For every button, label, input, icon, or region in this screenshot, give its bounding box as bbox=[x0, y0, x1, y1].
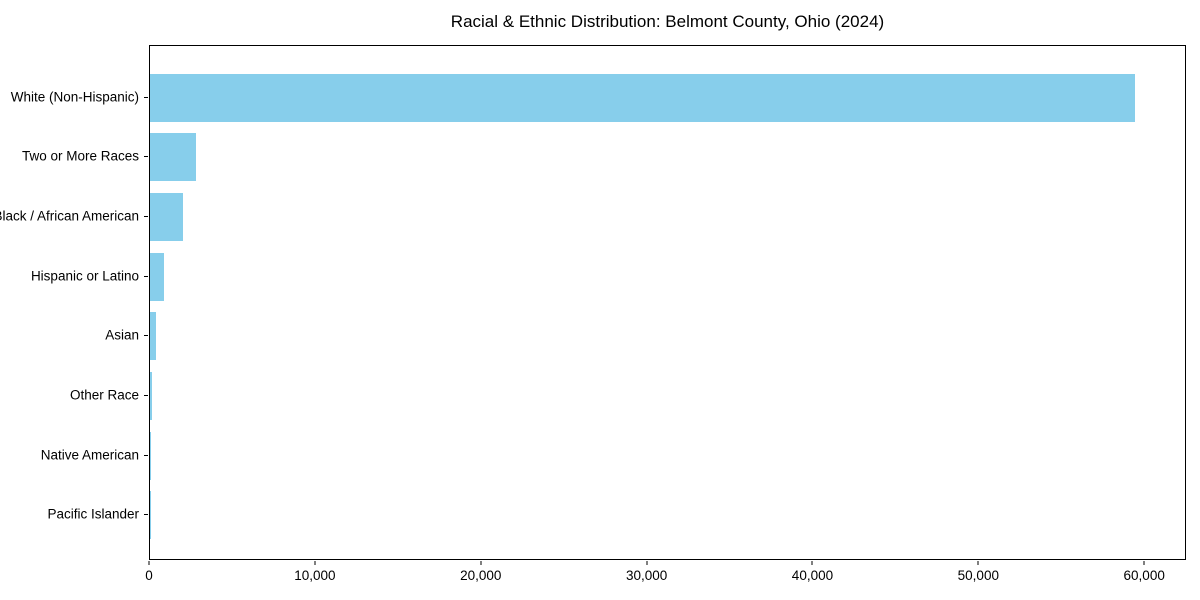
y-tick-mark bbox=[144, 514, 148, 516]
y-tick-label: Other Race bbox=[69, 387, 139, 403]
y-tick-mark bbox=[144, 395, 148, 396]
bar-two-or-more-races bbox=[150, 133, 197, 182]
x-tick-mark bbox=[646, 561, 648, 565]
bar-black-african-american bbox=[150, 192, 183, 241]
y-tick-label: Asian bbox=[105, 327, 139, 343]
y-tick-label: Hispanic or Latino bbox=[30, 268, 139, 284]
x-tick-mark bbox=[480, 561, 482, 565]
x-tick-mark bbox=[977, 561, 979, 565]
y-tick-mark bbox=[144, 335, 148, 337]
plot-area bbox=[149, 45, 1186, 560]
y-tick-mark bbox=[144, 96, 148, 98]
y-tick-mark bbox=[144, 275, 148, 277]
y-tick-mark bbox=[144, 156, 148, 158]
x-tick-mark bbox=[148, 561, 150, 565]
y-axis: White (Non-Hispanic) Two or More Races Bla… bbox=[0, 45, 149, 560]
y-tick-label: Native American bbox=[40, 447, 139, 463]
bar-native-american bbox=[150, 431, 151, 480]
bar-white-non-hispanic bbox=[150, 73, 1136, 122]
x-tick-label: 50,000 bbox=[957, 568, 999, 583]
y-tick-label: Black / African American bbox=[0, 208, 139, 224]
x-tick-mark bbox=[811, 561, 813, 565]
x-tick-label: 20,000 bbox=[460, 568, 502, 583]
y-tick-mark bbox=[144, 454, 148, 456]
x-tick-label: 60,000 bbox=[1123, 568, 1165, 583]
x-tick-label: 0 bbox=[145, 568, 153, 583]
bar-asian bbox=[150, 312, 157, 361]
y-tick-label: Two or More Races bbox=[21, 148, 139, 164]
x-tick-mark bbox=[1143, 561, 1145, 565]
y-tick-mark bbox=[144, 215, 148, 217]
bar-hispanic-or-latino bbox=[150, 252, 165, 301]
y-tick-label: Pacific Islander bbox=[47, 506, 139, 522]
x-tick-mark bbox=[314, 561, 316, 565]
x-tick-label: 30,000 bbox=[625, 568, 668, 583]
x-axis: 0 10,000 20,000 30,000 40,000 50,000 60,000 bbox=[145, 561, 1186, 599]
y-tick-label: White (Non-Hispanic) bbox=[10, 89, 139, 104]
bar-other-race bbox=[150, 372, 152, 420]
x-tick-label: 10,000 bbox=[294, 568, 336, 583]
chart-title: Racial & Ethnic Distribution: Belmont Co… bbox=[450, 12, 885, 31]
x-tick-label: 40,000 bbox=[791, 568, 834, 583]
